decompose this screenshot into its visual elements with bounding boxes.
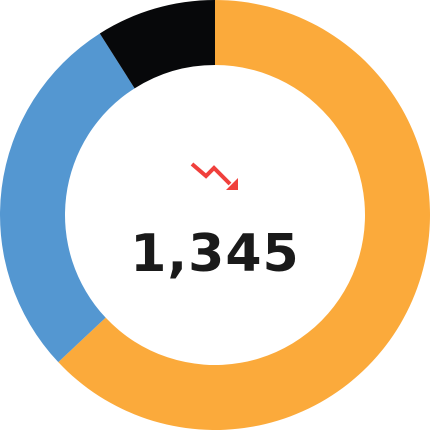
donut-slice-2 [0, 33, 135, 363]
trending-down-icon [190, 162, 238, 190]
center-value: 1,345 [130, 224, 300, 284]
donut-slice-3 [99, 0, 215, 89]
donut-slice-1 [58, 0, 430, 430]
